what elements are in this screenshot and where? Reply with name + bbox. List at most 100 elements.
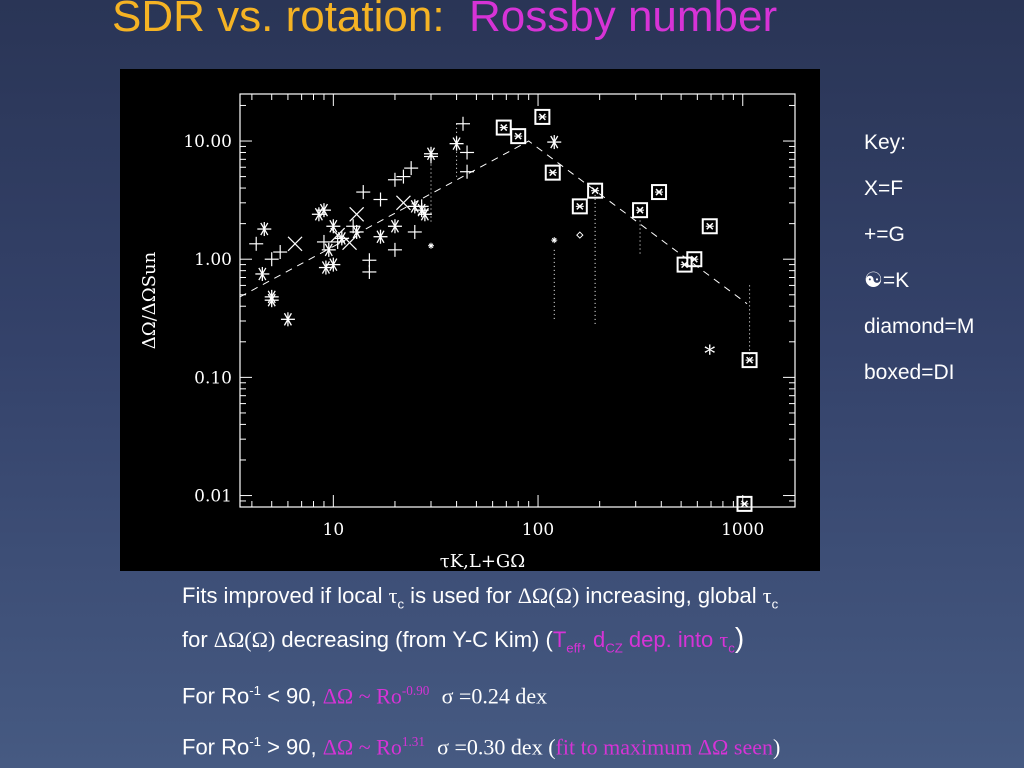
plus-marker bbox=[346, 219, 361, 234]
x-tick-label: 1000 bbox=[721, 520, 764, 540]
note-text: For Ro bbox=[182, 683, 250, 709]
asterisk-marker bbox=[326, 257, 341, 272]
fit-high-exp: 1.31 bbox=[401, 734, 425, 749]
plus-marker bbox=[387, 242, 402, 257]
key-heading: Key: bbox=[864, 131, 907, 154]
note-line-1: Fits improved if local τc is used for ΔΩ… bbox=[182, 583, 778, 611]
asterisk-marker bbox=[387, 219, 402, 234]
boxed-marker bbox=[686, 251, 703, 268]
dcz-sub: CZ bbox=[605, 640, 623, 656]
asterisk-marker bbox=[373, 229, 388, 244]
note-text: increasing, global bbox=[579, 583, 763, 608]
asterisk-marker bbox=[280, 312, 295, 327]
plus-marker bbox=[264, 252, 279, 267]
slide-title: SDR vs. rotation: Rossby number bbox=[112, 0, 777, 42]
asterisk-marker bbox=[318, 260, 333, 275]
boxed-marker bbox=[510, 128, 527, 145]
plus-marker bbox=[362, 253, 377, 268]
key-item-g: +=G bbox=[864, 223, 905, 246]
note-text: for bbox=[182, 627, 214, 652]
ro-sup: -1 bbox=[249, 683, 261, 698]
plus-marker bbox=[387, 172, 402, 187]
x-tick-label: 10 bbox=[323, 520, 345, 540]
key-item-di: boxed=DI bbox=[864, 361, 955, 384]
ro-sup: -1 bbox=[249, 734, 261, 749]
boxed-marker bbox=[701, 218, 718, 235]
star-marker: * bbox=[704, 342, 715, 367]
tau-symbol: τ bbox=[719, 627, 729, 652]
y-tick-label: 1.00 bbox=[194, 250, 232, 270]
y-axis-label: ΔΩ/ΔΩSun bbox=[139, 251, 160, 349]
x-marker bbox=[396, 195, 411, 211]
asterisk-marker bbox=[255, 266, 270, 281]
boxed-marker bbox=[544, 164, 561, 181]
fit-line bbox=[239, 140, 748, 305]
asterisk-marker bbox=[547, 135, 562, 150]
asterisk-marker bbox=[264, 293, 279, 308]
plus-marker bbox=[356, 185, 371, 200]
y-tick-label: 0.10 bbox=[194, 368, 232, 388]
note-line-3: For Ro-1 < 90, ΔΩ ~ Ro-0.90 σ =0.24 dex bbox=[182, 683, 547, 709]
teff-symbol: T bbox=[552, 627, 567, 652]
plus-marker bbox=[460, 145, 475, 160]
domega-symbol: ΔΩ(Ω) bbox=[517, 583, 580, 608]
asterisk-marker bbox=[449, 136, 464, 151]
plus-marker bbox=[316, 234, 331, 249]
asterisk-marker bbox=[321, 242, 336, 257]
note-text: For Ro bbox=[182, 734, 250, 760]
dcz-text: , d bbox=[580, 627, 606, 652]
note-text: < 90, bbox=[260, 683, 323, 709]
asterisk-marker bbox=[316, 203, 331, 218]
boxed-marker bbox=[676, 256, 693, 273]
tau-sub: c bbox=[771, 596, 779, 612]
key-item-f: X=F bbox=[864, 177, 904, 200]
fit-max: fit to maximum ΔΩ seen bbox=[555, 734, 773, 760]
boxed-marker bbox=[736, 495, 753, 512]
legend-key: Key: X=F +=G ☯=K diamond=M boxed=DI bbox=[864, 120, 974, 396]
teff-sub: eff bbox=[566, 640, 581, 656]
plus-marker bbox=[460, 164, 475, 179]
domega-symbol: ΔΩ(Ω) bbox=[213, 627, 276, 652]
plus-marker bbox=[424, 149, 439, 164]
tau-symbol: τ bbox=[388, 583, 398, 608]
x-tick-label: 100 bbox=[522, 520, 554, 540]
key-item-m: diamond=M bbox=[864, 315, 975, 338]
note-line-4: For Ro-1 > 90, ΔΩ ~ Ro1.31 σ =0.30 dex (… bbox=[182, 734, 780, 760]
boxed-marker bbox=[741, 352, 758, 369]
fit-high: ΔΩ ~ Ro bbox=[322, 734, 402, 760]
plus-marker bbox=[414, 199, 429, 214]
scatter-chart: * 10 100 1000 0.01 0.10 1.00 10.00 τK,L+GΩ ΔΩ/ΔΩ… bbox=[139, 93, 796, 572]
y-tick-label: 10.00 bbox=[183, 132, 232, 152]
plus-marker bbox=[373, 192, 388, 207]
dep-text: dep. into bbox=[622, 627, 720, 652]
asterisk-marker bbox=[417, 207, 432, 222]
fit-low: ΔΩ ~ Ro bbox=[322, 683, 402, 709]
x-marker bbox=[349, 206, 365, 222]
sigma-high: σ =0.30 dex ( bbox=[437, 734, 556, 760]
tau-symbol: τ bbox=[762, 583, 772, 608]
boxed-marker bbox=[534, 108, 551, 125]
close-paren: ) bbox=[734, 622, 745, 653]
title-part-2: Rossby number bbox=[469, 0, 778, 41]
x-marker bbox=[330, 227, 346, 243]
fit-low-exp: -0.90 bbox=[401, 683, 430, 698]
plus-marker bbox=[404, 161, 419, 176]
boxed-marker bbox=[651, 184, 668, 201]
y-tick-label: 0.01 bbox=[194, 487, 232, 507]
asterisk-marker bbox=[257, 222, 272, 237]
tau-sub: c bbox=[397, 596, 405, 612]
plot-frame bbox=[239, 93, 796, 508]
boxed-marker bbox=[587, 182, 604, 199]
x-marker bbox=[287, 236, 303, 252]
boxed-marker bbox=[495, 119, 512, 136]
note-text: is used for bbox=[404, 583, 518, 608]
asterisk-marker bbox=[349, 224, 364, 239]
plus-marker bbox=[273, 245, 288, 260]
plus-marker bbox=[396, 169, 411, 184]
tau-sub: c bbox=[728, 640, 735, 656]
small-star-marker bbox=[428, 242, 435, 249]
note-line-2: for ΔΩ(Ω) decreasing (from Y-C Kim) (Tef… bbox=[182, 622, 744, 655]
plus-marker bbox=[330, 234, 345, 249]
boxed-marker bbox=[571, 198, 588, 215]
note-text: decreasing (from Y-C Kim) ( bbox=[275, 627, 553, 652]
